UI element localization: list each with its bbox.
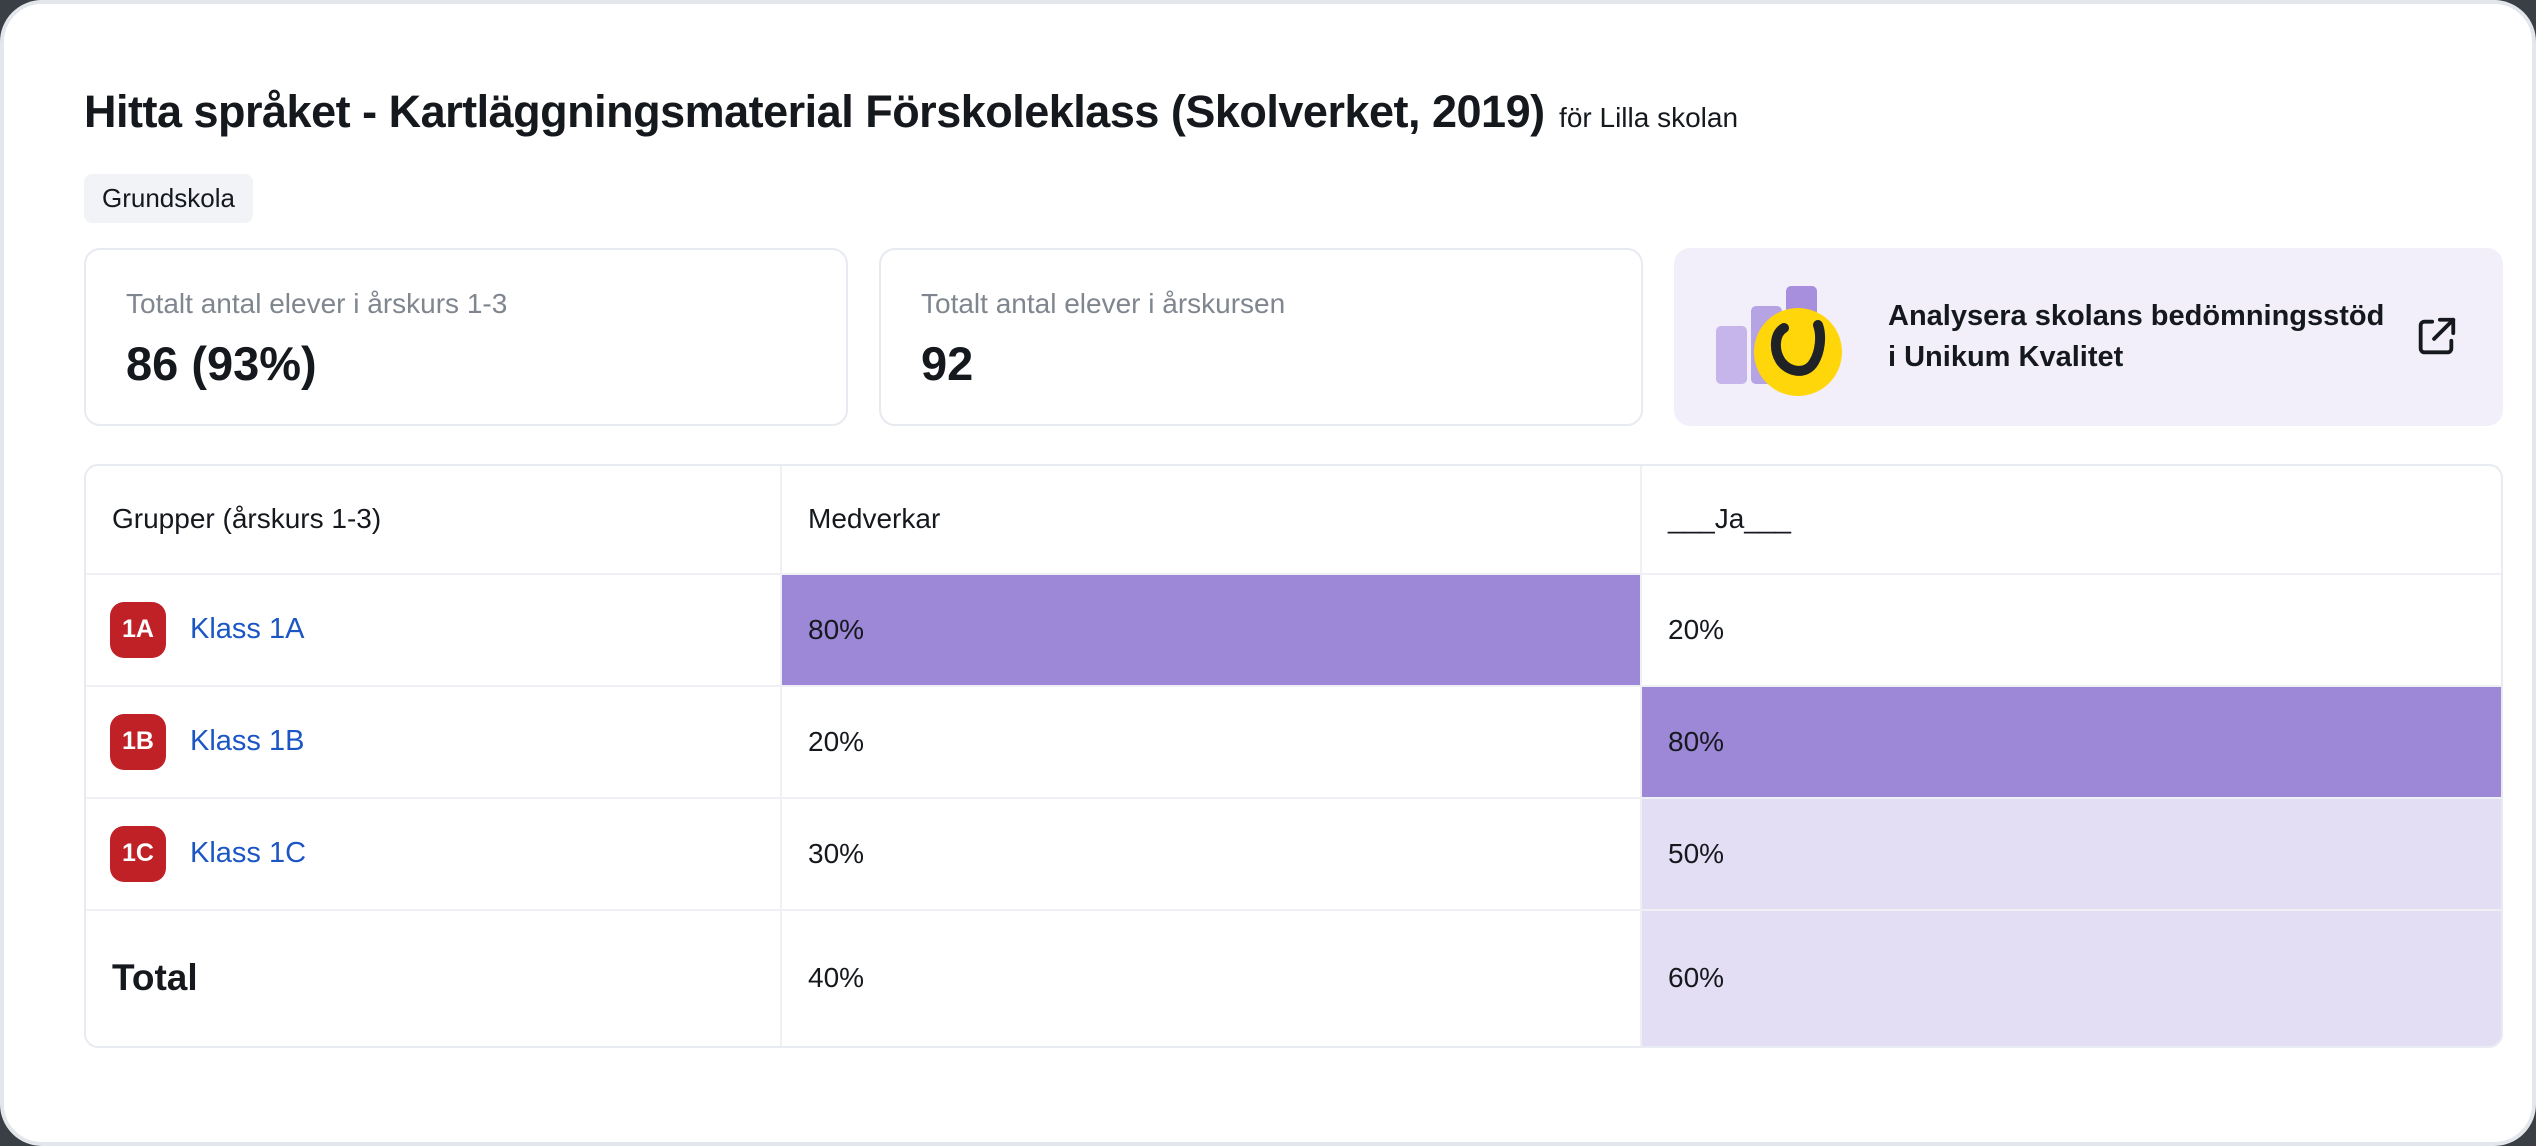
unikum-kvalitet-link-card[interactable]: Analysera skolans bedömningsstöd i Uniku… [1674,247,2503,426]
ja-cell: 50% [1640,798,2501,909]
ja-cell: 20% [1640,574,2501,685]
school-type-badge: Grundskola [84,173,253,223]
table-header-row: Grupper (årskurs 1-3) Medverkar ___Ja___ [86,465,2501,573]
medverkar-cell: 20% [780,686,1640,797]
class-link[interactable]: Klass 1A [190,613,305,646]
table-total-row: Total 40% 60% [86,908,2501,1046]
stat-cards-row: Totalt antal elever i årskurs 1-3 86 (93… [84,247,2503,426]
stat-value: 86 (93%) [126,336,317,390]
table-row: 1A Klass 1A 80% 20% [86,572,2501,685]
class-link[interactable]: Klass 1B [190,725,305,758]
ja-cell: 80% [1640,686,2501,797]
group-cell: 1B Klass 1B [86,687,780,797]
class-badge: 1A [110,601,166,658]
unikum-logo-icon [1716,285,1842,396]
stat-label: Totalt antal elever i årskursen [921,287,1286,319]
column-header-ja: ___Ja___ [1640,465,2501,573]
total-medverkar-cell: 40% [780,910,1640,1046]
table-row: 1C Klass 1C 30% 50% [86,796,2501,909]
external-link-icon [2418,317,2456,354]
total-label: Total [112,957,198,999]
page-header: Hitta språket - Kartläggningsmaterial Fö… [84,86,2495,138]
promo-text: Analysera skolans bedömningsstöd i Uniku… [1888,296,2385,378]
stat-value: 92 [921,336,974,390]
total-ja-cell: 60% [1640,910,2501,1046]
stat-label: Totalt antal elever i årskurs 1-3 [126,287,508,319]
stat-card-total-1-3: Totalt antal elever i årskurs 1-3 86 (93… [84,247,848,426]
medverkar-cell: 80% [780,574,1640,685]
promo-text-line2: i Unikum Kvalitet [1888,340,2124,373]
class-link[interactable]: Klass 1C [190,837,307,870]
promo-text-line1: Analysera skolans bedömningsstöd [1888,299,2385,332]
group-cell: 1A Klass 1A [86,575,780,685]
column-header-groups: Grupper (årskurs 1-3) [112,503,382,535]
class-badge: 1C [110,825,166,882]
medverkar-cell: 30% [780,798,1640,909]
class-badge: 1B [110,713,166,770]
table-row: 1B Klass 1B 20% 80% [86,684,2501,797]
groups-table: Grupper (årskurs 1-3) Medverkar ___Ja___… [84,463,2503,1048]
stat-card-total-year: Totalt antal elever i årskursen 92 [879,247,1643,426]
page-title: Hitta språket - Kartläggningsmaterial Fö… [84,86,1545,137]
group-cell: 1C Klass 1C [86,799,780,909]
column-header-medverkar: Medverkar [780,465,1640,573]
page-title-suffix: för Lilla skolan [1559,102,1739,133]
